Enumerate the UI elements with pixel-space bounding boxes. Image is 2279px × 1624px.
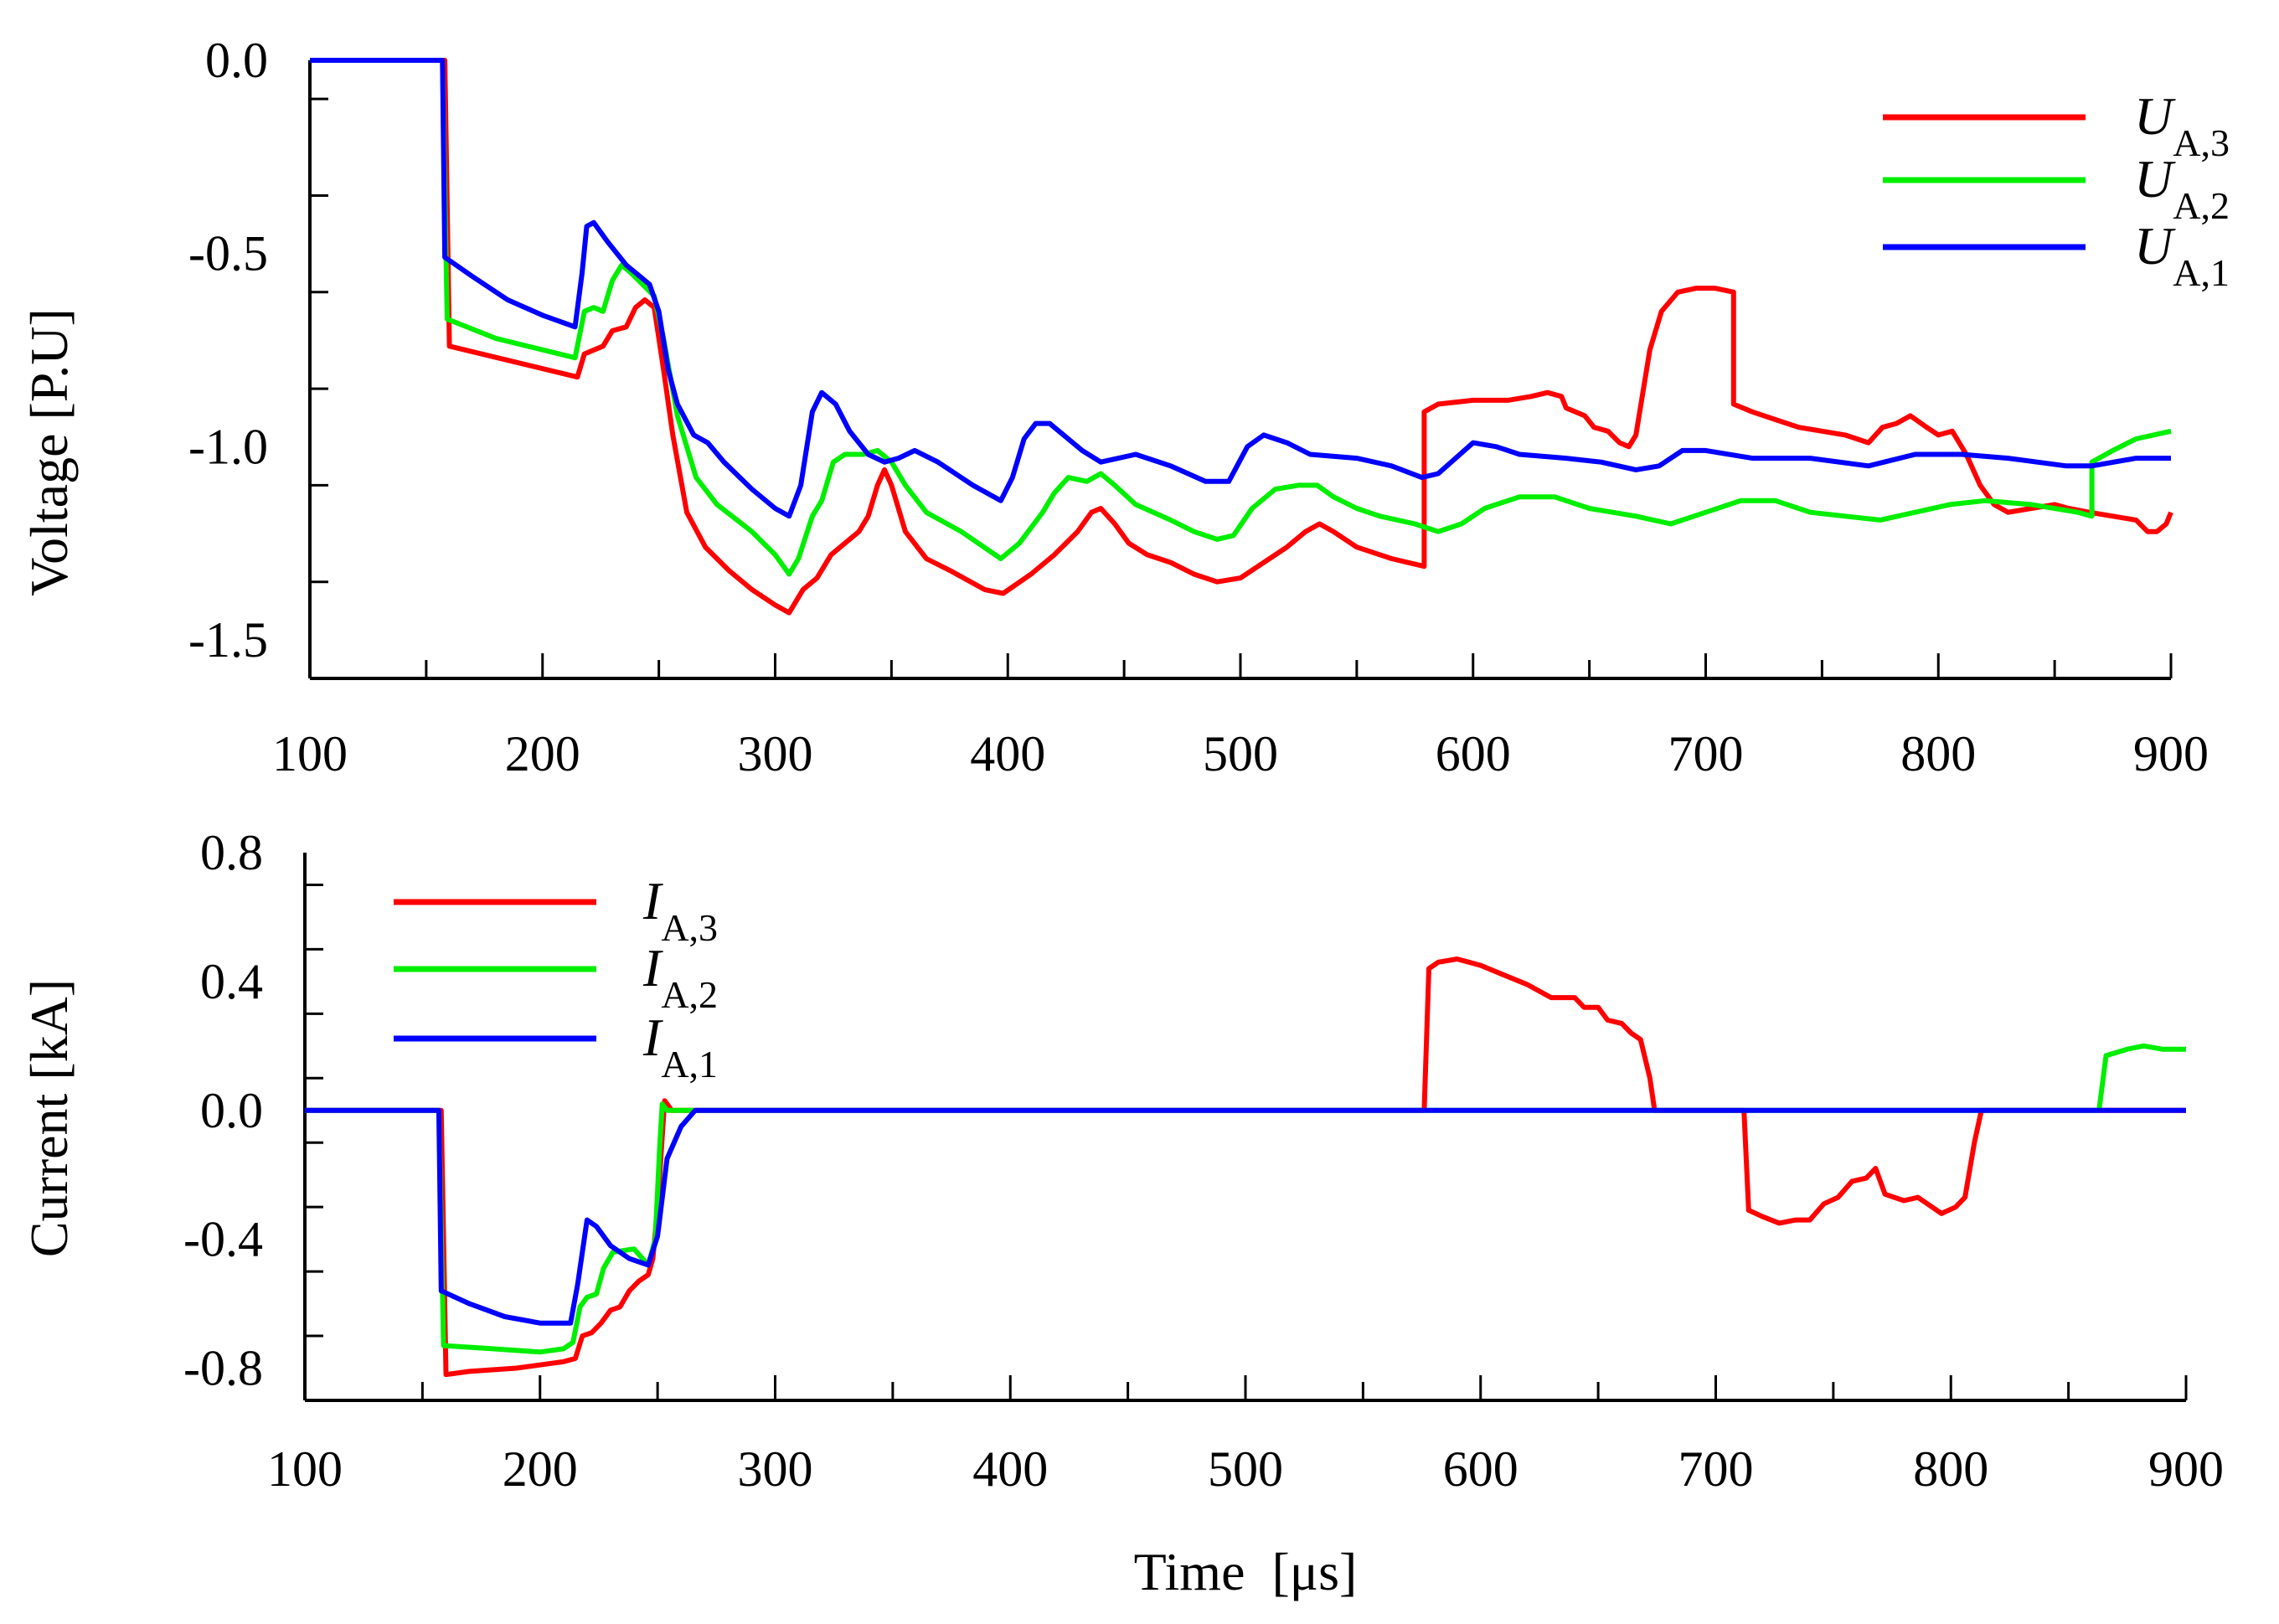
current-series-line-a-1 xyxy=(305,1107,2186,1326)
voltage-legend-subscript: A,1 xyxy=(2173,251,2230,294)
current-series-line-a-2 xyxy=(305,1043,2186,1355)
voltage-x-tick-label: 500 xyxy=(1203,726,1278,781)
voltage-legend-label: UA,2 xyxy=(2134,149,2230,227)
current-x-tick-label: 800 xyxy=(1913,1441,1988,1497)
voltage-axes: 100 200 300 400 500 600 700 800 900 0.0 -0.5 -1.0 -1… xyxy=(188,33,2209,781)
current-legend: IA,3IA,2IA,1 xyxy=(394,871,718,1085)
current-x-tick-label: 700 xyxy=(1678,1441,1754,1497)
voltage-x-tick-label: 700 xyxy=(1668,726,1744,781)
voltage-x-tick-label: 900 xyxy=(2133,726,2209,781)
voltage-x-tick-label: 200 xyxy=(505,726,580,781)
voltage-y-tick-label: 0.0 xyxy=(205,33,268,88)
voltage-legend-symbol: U xyxy=(2134,149,2176,209)
current-legend-subscript: A,3 xyxy=(661,906,718,949)
current-x-axis-label: Time [μs] xyxy=(1134,1542,1358,1601)
current-y-tick-label: 0.4 xyxy=(200,954,263,1009)
voltage-series-line-a-1 xyxy=(310,58,2171,519)
voltage-series-line-a-3 xyxy=(310,58,2173,616)
voltage-y-tick-label: -1.5 xyxy=(188,612,268,668)
voltage-x-tick-label: 300 xyxy=(738,726,813,781)
current-x-tick-label: 300 xyxy=(738,1441,813,1497)
current-x-tick-label: 500 xyxy=(1208,1441,1283,1497)
current-legend-label: IA,3 xyxy=(642,871,718,949)
current-y-tick-label: 0.8 xyxy=(200,825,263,880)
current-legend-symbol: I xyxy=(642,871,663,931)
current-chart: 100 200 300 400 500 600 700 800 900 0.8 0.4 0.0 -0.4… xyxy=(19,825,2224,1601)
current-y-tick-label: -0.8 xyxy=(183,1341,263,1396)
current-series-line-a-3 xyxy=(305,956,2186,1378)
current-series-group xyxy=(305,956,2186,1378)
voltage-x-tick-label: 400 xyxy=(970,726,1045,781)
voltage-legend-subscript: A,3 xyxy=(2173,121,2230,164)
voltage-legend: UA,3UA,2UA,1 xyxy=(1883,86,2230,294)
current-x-tick-label: 200 xyxy=(503,1441,578,1497)
voltage-x-tick-label: 100 xyxy=(272,726,348,781)
current-x-tick-label: 400 xyxy=(972,1441,1048,1497)
current-x-tick-label: 900 xyxy=(2148,1441,2224,1497)
voltage-legend-symbol: U xyxy=(2134,86,2176,146)
current-legend-label: IA,2 xyxy=(642,938,718,1016)
current-y-axis-label: Current [kA] xyxy=(19,979,79,1257)
voltage-x-tick-label: 800 xyxy=(1900,726,1976,781)
voltage-legend-label: UA,3 xyxy=(2134,86,2230,164)
current-y-tick-label: 0.0 xyxy=(200,1083,263,1138)
voltage-legend-symbol: U xyxy=(2134,216,2176,276)
current-legend-symbol: I xyxy=(642,1008,663,1067)
current-x-tick-label: 600 xyxy=(1443,1441,1518,1497)
current-legend-subscript: A,1 xyxy=(661,1043,718,1085)
voltage-x-tick-label: 600 xyxy=(1436,726,1511,781)
voltage-chart: 100 200 300 400 500 600 700 800 900 0.0 -0.5 -1.0 -1… xyxy=(19,33,2230,781)
voltage-legend-subscript: A,2 xyxy=(2173,184,2230,227)
current-legend-subscript: A,2 xyxy=(661,973,718,1016)
voltage-series-line-a-2 xyxy=(310,58,2172,577)
voltage-legend-label: UA,1 xyxy=(2134,216,2230,294)
current-x-tick-label: 100 xyxy=(267,1441,343,1497)
voltage-y-axis-label: Voltage [P.U] xyxy=(19,308,79,596)
voltage-y-tick-label: -0.5 xyxy=(188,226,268,281)
current-legend-symbol: I xyxy=(642,938,663,998)
voltage-y-tick-label: -1.0 xyxy=(188,419,268,474)
current-legend-label: IA,1 xyxy=(642,1008,718,1085)
current-axes: 100 200 300 400 500 600 700 800 900 0.8 0.4 0.0 -0.4… xyxy=(183,825,2224,1497)
current-y-tick-label: -0.4 xyxy=(183,1212,263,1267)
voltage-series-group xyxy=(310,58,2173,616)
